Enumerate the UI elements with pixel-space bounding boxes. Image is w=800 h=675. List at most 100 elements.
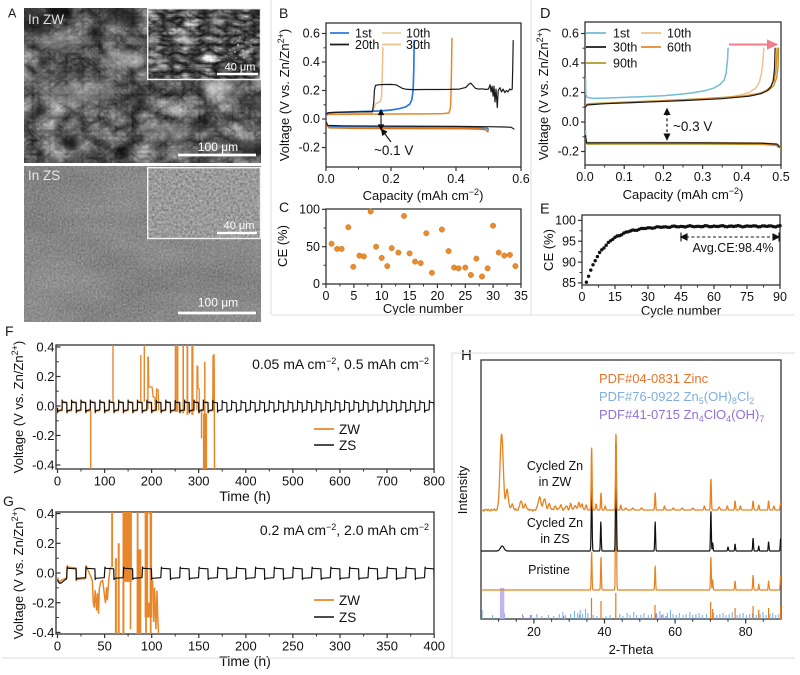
svg-text:0.0: 0.0: [562, 115, 579, 129]
svg-text:~0.1 V: ~0.1 V: [374, 143, 413, 158]
svg-text:0.2: 0.2: [655, 170, 672, 184]
svg-text:20th: 20th: [355, 38, 379, 52]
svg-text:B: B: [279, 5, 288, 21]
svg-text:0.2: 0.2: [562, 86, 579, 100]
svg-text:200: 200: [235, 639, 257, 654]
svg-text:0.0: 0.0: [303, 112, 320, 126]
svg-text:500: 500: [282, 474, 304, 489]
svg-text:0.0: 0.0: [317, 172, 334, 186]
svg-text:40: 40: [598, 625, 612, 639]
svg-text:20: 20: [430, 289, 444, 303]
svg-text:40 μm: 40 μm: [224, 220, 255, 232]
svg-text:G: G: [3, 493, 14, 509]
svg-text:400: 400: [423, 639, 445, 654]
svg-text:50: 50: [306, 240, 320, 254]
svg-text:60: 60: [707, 290, 721, 304]
svg-text:H: H: [461, 347, 472, 364]
svg-text:Pristine: Pristine: [528, 563, 570, 577]
svg-text:2-Theta: 2-Theta: [609, 642, 655, 657]
svg-text:0.2: 0.2: [36, 536, 54, 551]
svg-text:Time (h): Time (h): [219, 488, 271, 504]
svg-text:Avg.CE:98.4%: Avg.CE:98.4%: [692, 241, 773, 255]
svg-text:60th: 60th: [667, 41, 691, 55]
svg-text:100: 100: [94, 474, 116, 489]
svg-text:A: A: [8, 7, 17, 21]
svg-text:300: 300: [329, 639, 351, 654]
svg-text:60: 60: [668, 625, 682, 639]
svg-text:90th: 90th: [613, 57, 637, 71]
svg-text:-0.2: -0.2: [557, 145, 579, 159]
svg-text:600: 600: [329, 474, 351, 489]
svg-text:-0.4: -0.4: [32, 625, 54, 640]
svg-text:50: 50: [97, 639, 111, 654]
svg-text:1st: 1st: [355, 27, 372, 41]
svg-text:0.0: 0.0: [36, 399, 54, 414]
svg-text:10th: 10th: [667, 27, 691, 41]
svg-text:Capacity (mAh cm−2): Capacity (mAh cm−2): [623, 186, 744, 202]
svg-text:0.2: 0.2: [382, 172, 399, 186]
svg-text:30: 30: [641, 290, 655, 304]
svg-text:90: 90: [773, 290, 787, 304]
svg-text:CE (%): CE (%): [541, 229, 556, 271]
svg-text:250: 250: [282, 639, 304, 654]
svg-text:0: 0: [579, 290, 586, 304]
svg-text:F: F: [5, 323, 14, 339]
svg-text:ZW: ZW: [339, 422, 360, 437]
svg-text:0.1: 0.1: [616, 170, 633, 184]
svg-text:-0.2: -0.2: [32, 595, 54, 610]
svg-text:0.3: 0.3: [694, 170, 711, 184]
svg-text:85: 85: [562, 276, 576, 290]
svg-text:30: 30: [486, 289, 500, 303]
svg-text:In ZS: In ZS: [28, 168, 60, 183]
svg-text:PDF#76-0922 Zn5(OH)8Cl2: PDF#76-0922 Zn5(OH)8Cl2: [599, 389, 754, 406]
svg-text:in ZS: in ZS: [540, 532, 569, 546]
svg-text:0: 0: [313, 277, 320, 291]
svg-text:700: 700: [376, 474, 398, 489]
svg-text:75: 75: [740, 290, 754, 304]
svg-text:20: 20: [527, 625, 541, 639]
svg-text:1st: 1st: [613, 27, 630, 41]
svg-text:95: 95: [562, 234, 576, 248]
svg-text:0.6: 0.6: [512, 172, 529, 186]
svg-text:100: 100: [555, 214, 576, 228]
svg-text:200: 200: [141, 474, 163, 489]
svg-text:ZS: ZS: [339, 610, 356, 625]
svg-text:Intensity: Intensity: [455, 465, 470, 514]
svg-text:Cycle number: Cycle number: [383, 301, 464, 316]
svg-text:Cycled Zn: Cycled Zn: [527, 459, 583, 473]
svg-text:80: 80: [739, 625, 753, 639]
svg-text:Voltage (V vs. Zn/Zn2+): Voltage (V vs. Zn/Zn2+): [10, 507, 26, 639]
svg-text:Voltage (V vs. Zn/Zn2+): Voltage (V vs. Zn/Zn2+): [276, 29, 292, 161]
svg-text:Cycled Zn: Cycled Zn: [527, 516, 583, 530]
svg-text:0.5: 0.5: [772, 170, 789, 184]
svg-text:10th: 10th: [406, 27, 430, 41]
svg-text:30th: 30th: [613, 41, 637, 55]
svg-text:30th: 30th: [406, 38, 430, 52]
svg-text:0.6: 0.6: [303, 27, 320, 41]
svg-text:Capacity (mAh cm−2): Capacity (mAh cm−2): [363, 187, 484, 203]
svg-text:35: 35: [514, 289, 528, 303]
svg-text:10: 10: [375, 289, 389, 303]
svg-text:15: 15: [403, 289, 417, 303]
svg-text:0.4: 0.4: [36, 340, 54, 355]
svg-text:PDF#04-0831 Zinc: PDF#04-0831 Zinc: [599, 371, 709, 386]
svg-text:E: E: [540, 202, 550, 218]
svg-text:ZS: ZS: [339, 438, 356, 453]
svg-text:ZW: ZW: [339, 593, 360, 608]
svg-text:25: 25: [458, 289, 472, 303]
svg-text:0.2: 0.2: [303, 84, 320, 98]
svg-text:In ZW: In ZW: [28, 12, 64, 27]
svg-text:-0.2: -0.2: [32, 428, 54, 443]
svg-text:~0.3 V: ~0.3 V: [673, 119, 712, 134]
svg-text:800: 800: [423, 474, 445, 489]
svg-text:300: 300: [188, 474, 210, 489]
svg-text:Voltage (V vs. Zn/Zn2+): Voltage (V vs. Zn/Zn2+): [535, 28, 551, 160]
svg-text:0.4: 0.4: [562, 56, 579, 70]
svg-text:100: 100: [141, 639, 163, 654]
svg-text:-0.4: -0.4: [32, 458, 54, 473]
svg-text:0.4: 0.4: [36, 506, 54, 521]
svg-text:D: D: [540, 6, 550, 22]
svg-text:40 μm: 40 μm: [225, 62, 256, 74]
svg-text:350: 350: [376, 639, 398, 654]
svg-text:-0.2: -0.2: [298, 141, 320, 155]
